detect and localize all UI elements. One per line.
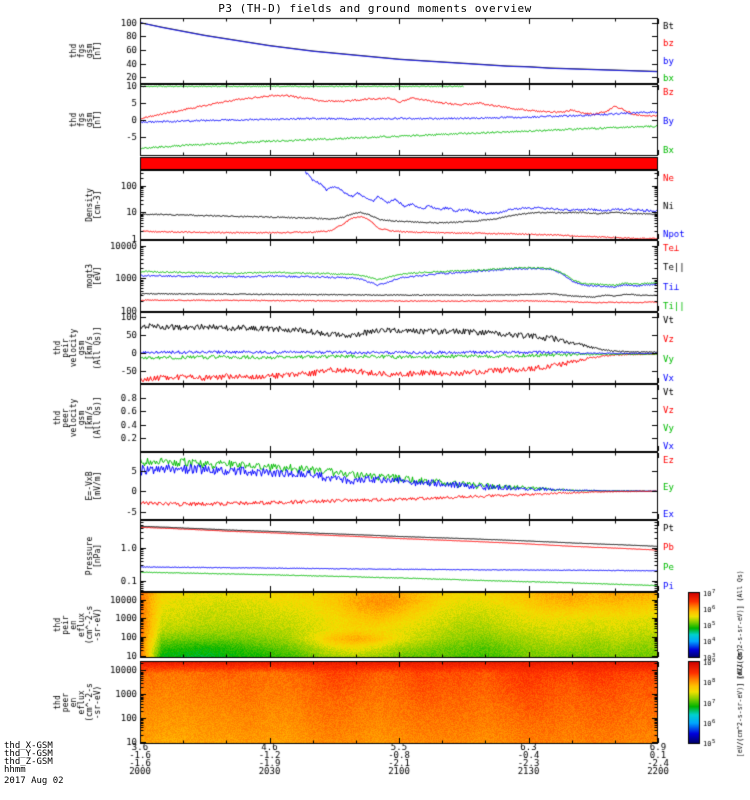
axis-row-label-hhmm: hhmm <box>4 765 26 775</box>
axis-row-label-y-gsm: thd_Y-GSM <box>4 749 53 759</box>
axis-row-label-x-gsm: thd_X-GSM <box>4 741 53 751</box>
date-label: 2017 Aug 02 <box>4 776 64 786</box>
axis-row-label-z-gsm: thd_Z-GSM <box>4 757 53 767</box>
chart-title: P3 (TH-D) fields and ground moments over… <box>218 2 532 15</box>
